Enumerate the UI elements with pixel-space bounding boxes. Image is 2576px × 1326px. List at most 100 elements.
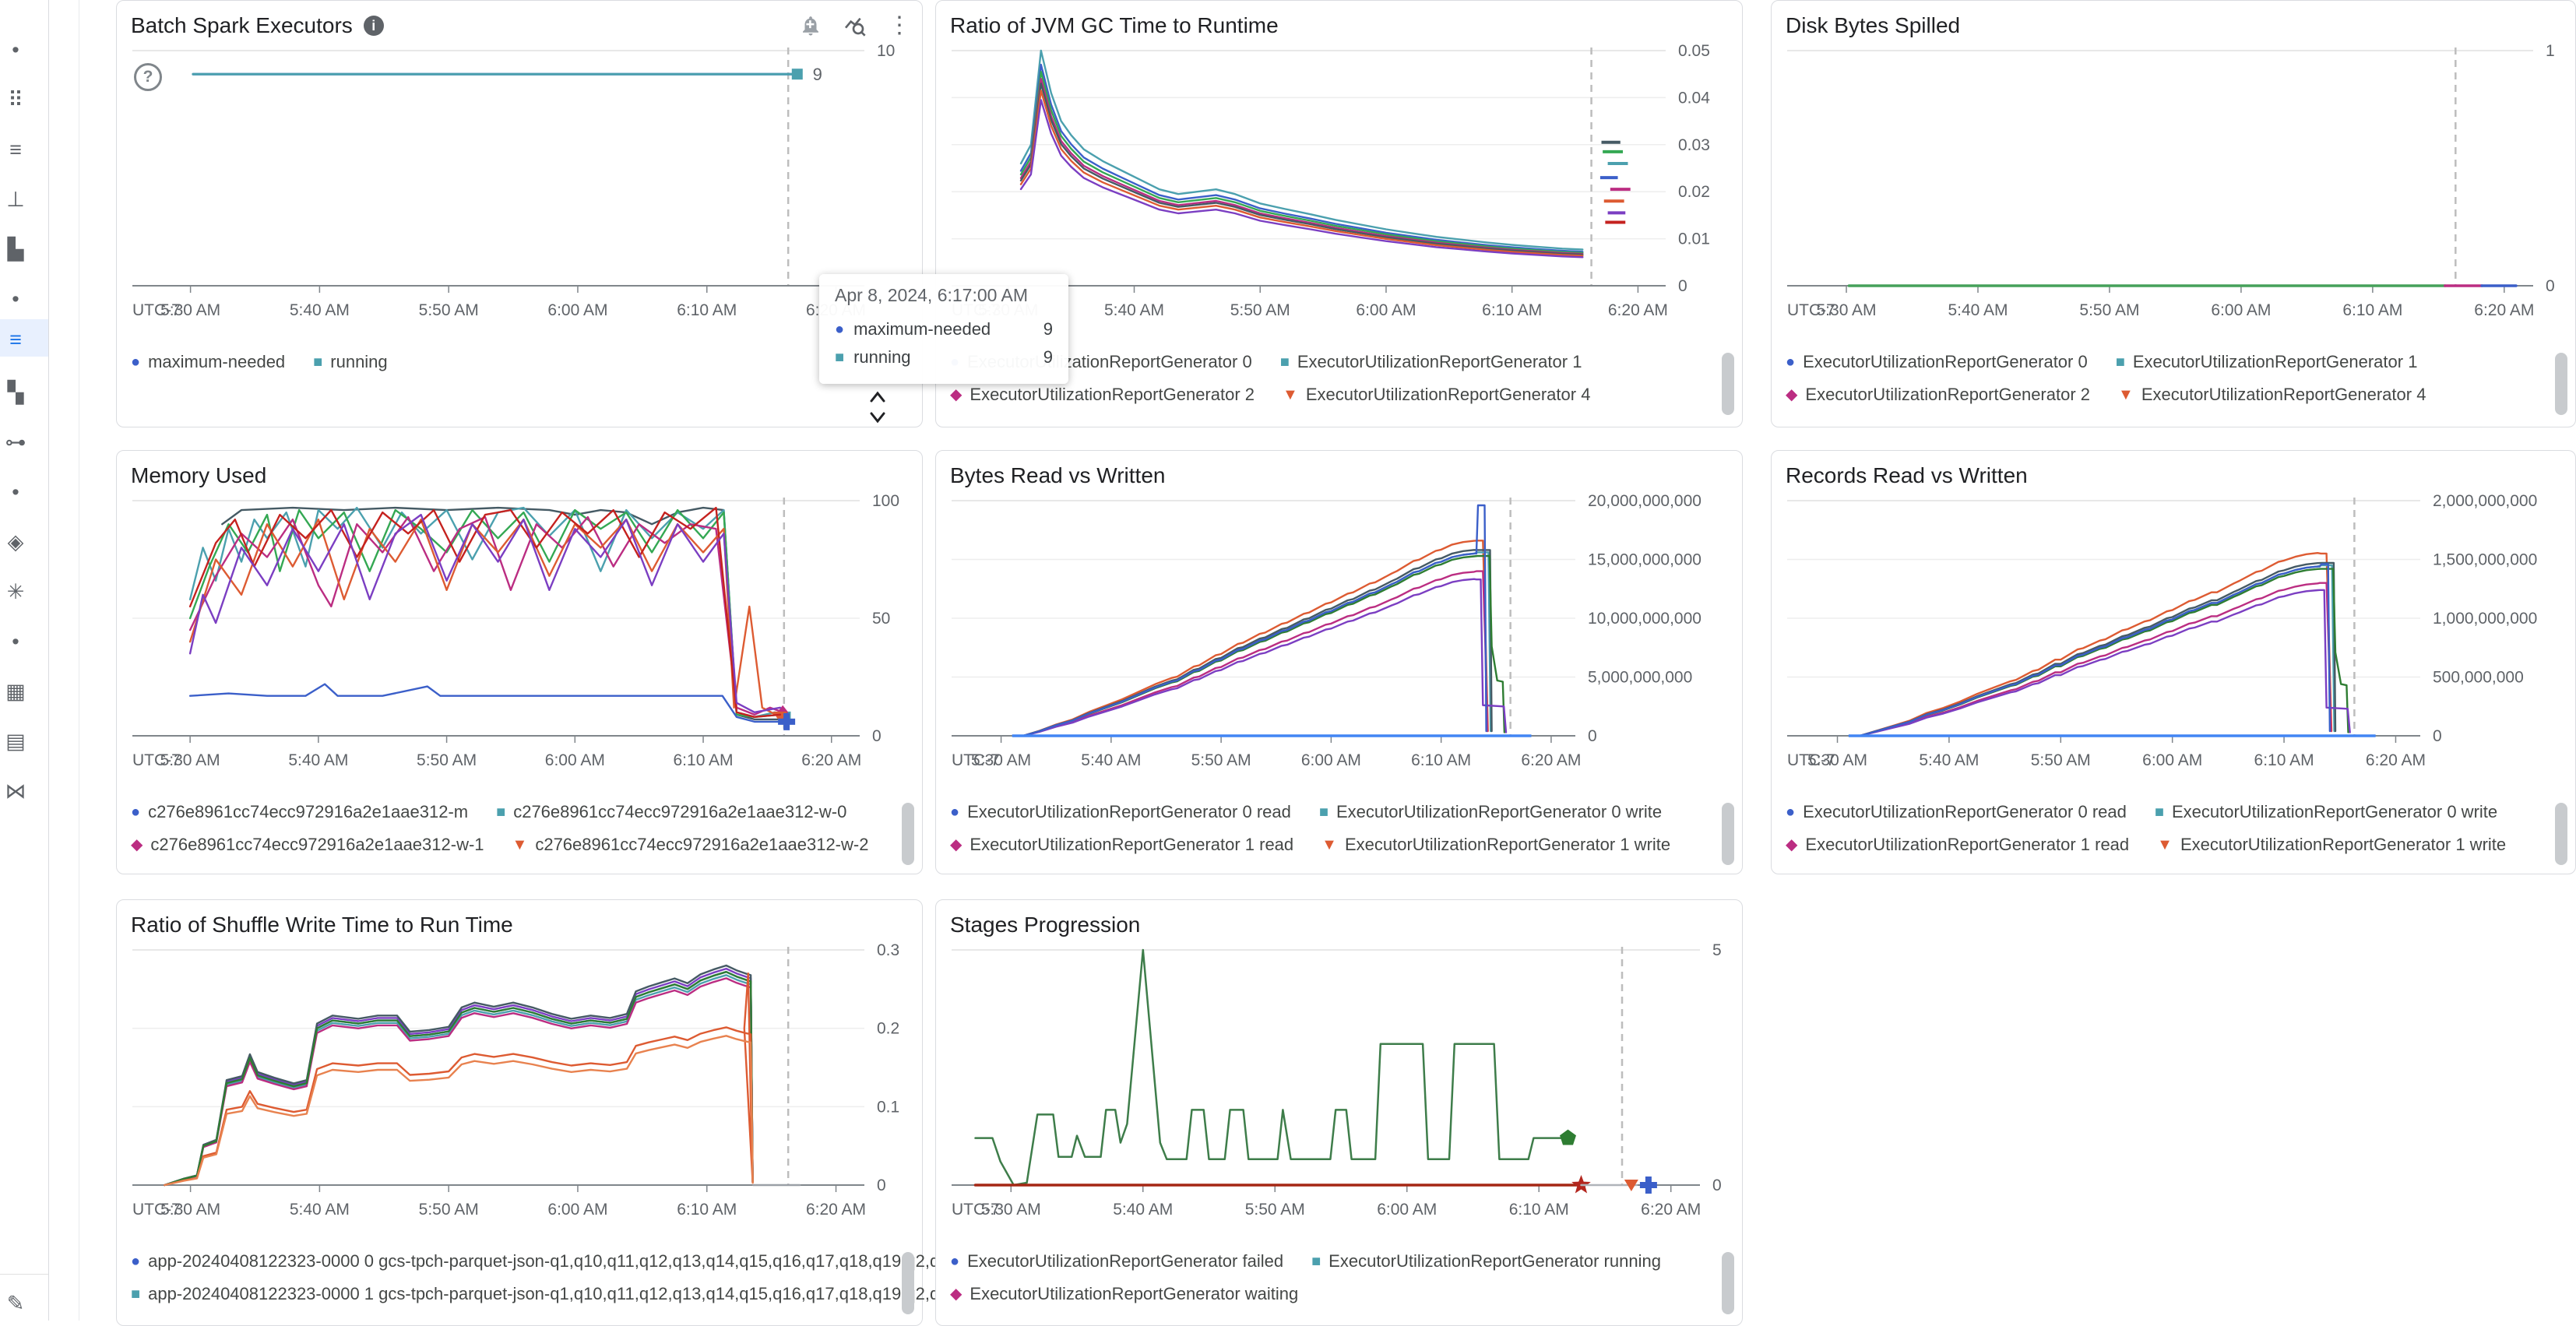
sidebar-item-nav-dot-4[interactable]: • [0, 623, 37, 660]
legend-scrollbar[interactable] [1722, 1252, 1734, 1314]
chart-plot-shuffle-write-ratio[interactable]: 0.3 0.2 0.1 0 5:30 AM 5:40 AM 5:50 AM 6:00 AM 6:… [129, 941, 911, 1246]
sidebar-item-nav-integrations[interactable]: ⋈ [0, 772, 37, 810]
card-header: Batch Spark Executors i ⋮ [131, 10, 911, 41]
chart-plot-disk-bytes-spilled[interactable]: 1 0 5:30 AM 5:40 AM 5:50 AM 6:00 AM 6:10 AM 6:2… [1784, 41, 2564, 346]
legend-scrollbar[interactable] [902, 1252, 914, 1314]
legend-label: ExecutorUtilizationReportGenerator 1 wri… [2180, 835, 2507, 854]
legend-item[interactable]: ▼ ExecutorUtilizationReportGenerator 4 [1283, 381, 1590, 409]
legend-item[interactable]: ● c276e8961cc74ecc972916a2e1aae312-m [131, 798, 468, 826]
legend-item[interactable]: ■ ExecutorUtilizationReportGenerator 0 wr… [2155, 798, 2497, 826]
legend-scrollbar[interactable] [2555, 803, 2567, 865]
legend-label: c276e8961cc74ecc972916a2e1aae312-w-0 [513, 802, 847, 821]
y-axis-label: 0.04 [1678, 89, 1710, 107]
legend-scrollbar[interactable] [2555, 353, 2567, 415]
legend-scrollbar[interactable] [902, 803, 914, 865]
legend-marker-icon: ■ [496, 804, 506, 821]
legend-item[interactable]: ● ExecutorUtilizationReportGenerator 0 [1786, 348, 2088, 376]
x-axis-label: 5:40 AM [1919, 751, 1979, 769]
x-axis-label: 6:10 AM [2254, 751, 2314, 769]
sidebar-item-nav-resources[interactable]: ⊥ [0, 181, 37, 218]
sidebar-item-nav-metrics-explorer[interactable]: ▙ [0, 230, 37, 268]
legend-label: c276e8961cc74ecc972916a2e1aae312-w-1 [150, 835, 484, 854]
timezone-label: UTC-7 [132, 1201, 181, 1219]
legend-label: ExecutorUtilizationReportGenerator runni… [1328, 1251, 1661, 1271]
x-axis-label: 5:50 AM [419, 1201, 479, 1219]
legend-item[interactable]: ■ app-20240408122323-0000 1 gcs-tpch-parq… [131, 1280, 956, 1308]
legend-item[interactable]: ▼ c276e8961cc74ecc972916a2e1aae312-w-2 [512, 831, 869, 859]
more-options-icon[interactable]: ⋮ [888, 12, 911, 38]
chart-plot-stages-progression[interactable]: 5 0 5:30 AM 5:40 AM 5:50 AM 6:00 AM 6:10 AM 6:2… [948, 941, 1731, 1246]
sidebar-item-nav-list[interactable]: ≡ [0, 131, 37, 168]
x-axis-label: 5:40 AM [290, 301, 350, 319]
sidebar-item-nav-services[interactable]: ⊶ [0, 424, 37, 461]
legend-item[interactable]: ● ExecutorUtilizationReportGenerator 0 re… [950, 798, 1291, 826]
legend-item[interactable]: ◆ ExecutorUtilizationReportGenerator 2 [1786, 381, 2090, 409]
legend-scrollbar[interactable] [1722, 803, 1734, 865]
legend-item[interactable]: ◆ ExecutorUtilizationReportGenerator 2 [950, 381, 1255, 409]
explore-data-icon[interactable] [843, 13, 867, 38]
legend-marker-icon: ● [131, 353, 141, 371]
legend-label: ExecutorUtilizationReportGenerator 1 [1297, 352, 1582, 371]
legend-item[interactable]: ▼ ExecutorUtilizationReportGenerator 1 wr… [1321, 831, 1670, 859]
sidebar-item-nav-blocks[interactable]: ▚ [0, 374, 37, 411]
chart-plot-bytes-read-vs-written[interactable]: 20,000,000,000 15,000,000,000 10,000,000,0… [948, 491, 1731, 797]
legend-scrollbar[interactable] [1722, 353, 1734, 415]
chart-title: Ratio of JVM GC Time to Runtime [950, 13, 1279, 37]
chart-plot-records-read-vs-written[interactable]: 2,000,000,000 1,500,000,000 1,000,000,000 5… [1784, 491, 2564, 797]
nav-uptime-icon: ✳ [6, 579, 25, 603]
legend-item[interactable]: ◆ c276e8961cc74ecc972916a2e1aae312-w-1 [131, 831, 484, 859]
nav-services-icon: ⊶ [5, 430, 26, 454]
sidebar-item-nav-layers[interactable]: ◈ [0, 523, 37, 561]
legend-item[interactable]: ■ ExecutorUtilizationReportGenerator runn… [1311, 1247, 1661, 1275]
legend-item[interactable]: ■ ExecutorUtilizationReportGenerator 1 [2116, 348, 2418, 376]
nav-dot-3-icon: • [12, 480, 19, 504]
chart-legend: ● ExecutorUtilizationReportGenerator 0 re… [950, 798, 1705, 859]
x-axis-label: 6:00 AM [1377, 1201, 1437, 1219]
sidebar-item-nav-dot-2[interactable]: • [0, 280, 37, 318]
sidebar-item-nav-dashboards[interactable]: ≡ [0, 321, 37, 358]
sidebar-item-nav-dot-3[interactable]: • [0, 473, 37, 511]
chart-legend: ● ExecutorUtilizationReportGenerator fail… [950, 1247, 1705, 1308]
chart-title: Ratio of Shuffle Write Time to Run Time [131, 913, 513, 937]
tooltip-marker-icon: ■ [835, 349, 845, 366]
legend-item[interactable]: ■ ExecutorUtilizationReportGenerator 0 wr… [1319, 798, 1662, 826]
legend-item[interactable]: ■ ExecutorUtilizationReportGenerator 1 [1280, 348, 1582, 376]
add-alert-icon[interactable] [799, 14, 822, 37]
x-axis-label: 5:50 AM [1230, 301, 1290, 319]
y-axis-label: 0.2 [877, 1020, 899, 1038]
sidebar-item-nav-release-notes[interactable]: ✎ [0, 1285, 37, 1322]
legend-item[interactable]: ● ExecutorUtilizationReportGenerator fail… [950, 1247, 1283, 1275]
legend-item[interactable]: ■ running [313, 348, 387, 376]
sidebar-item-nav-card[interactable]: ▤ [0, 723, 37, 760]
x-axis-label: 6:10 AM [677, 1201, 737, 1219]
help-icon[interactable]: ? [134, 63, 162, 91]
y-axis-label: 2,000,000,000 [2433, 492, 2537, 510]
chart-legend: ● ExecutorUtilizationReportGenerator 0 re… [1786, 798, 2538, 859]
x-axis-label: 6:20 AM [2366, 751, 2426, 769]
legend-label: c276e8961cc74ecc972916a2e1aae312-m [148, 802, 469, 821]
chart-plot-memory-used[interactable]: 100 50 0 5:30 AM 5:40 AM 5:50 AM 6:00 AM 6:10 A… [129, 491, 911, 797]
legend-marker-icon: ◆ [950, 1286, 962, 1303]
legend-item[interactable]: ● maximum-needed [131, 348, 285, 376]
card-header: Records Read vs Written [1786, 460, 2564, 491]
timezone-label: UTC-7 [952, 751, 1000, 769]
info-icon[interactable]: i [363, 16, 384, 36]
legend-item[interactable]: ◆ ExecutorUtilizationReportGenerator wait… [950, 1280, 1298, 1308]
legend-item[interactable]: ▼ ExecutorUtilizationReportGenerator 4 [2118, 381, 2426, 409]
legend-item[interactable]: ▼ ExecutorUtilizationReportGenerator 1 wr… [2157, 831, 2506, 859]
legend-item[interactable]: ◆ ExecutorUtilizationReportGenerator 1 re… [1786, 831, 2129, 859]
legend-item[interactable]: ◆ ExecutorUtilizationReportGenerator 1 re… [950, 831, 1293, 859]
series-value-label: 9 [813, 65, 822, 84]
legend-expander-icon[interactable] [866, 387, 889, 427]
sidebar-item-nav-cluster[interactable]: ⠿ [0, 81, 37, 118]
legend-item[interactable]: ● ExecutorUtilizationReportGenerator 0 re… [1786, 798, 2127, 826]
legend-item[interactable]: ● app-20240408122323-0000 0 gcs-tpch-parq… [131, 1247, 956, 1275]
y-axis-label: 0 [1588, 727, 1597, 745]
sidebar-item-nav-uptime[interactable]: ✳ [0, 573, 37, 610]
timezone-label: UTC-7 [952, 1201, 1000, 1219]
legend-item[interactable]: ■ c276e8961cc74ecc972916a2e1aae312-w-0 [496, 798, 846, 826]
sidebar-item-nav-grid[interactable]: ▦ [0, 673, 37, 710]
sidebar-item-nav-dot-1[interactable]: • [0, 31, 37, 69]
chart-tooltip: Apr 8, 2024, 6:17:00 AM ● maximum-needed 9… [819, 274, 1068, 384]
chart-plot-batch-spark-executors[interactable]: 105:30 AM5:40 AM5:50 AM6:00 AM6:10 AM6:2… [129, 41, 911, 346]
